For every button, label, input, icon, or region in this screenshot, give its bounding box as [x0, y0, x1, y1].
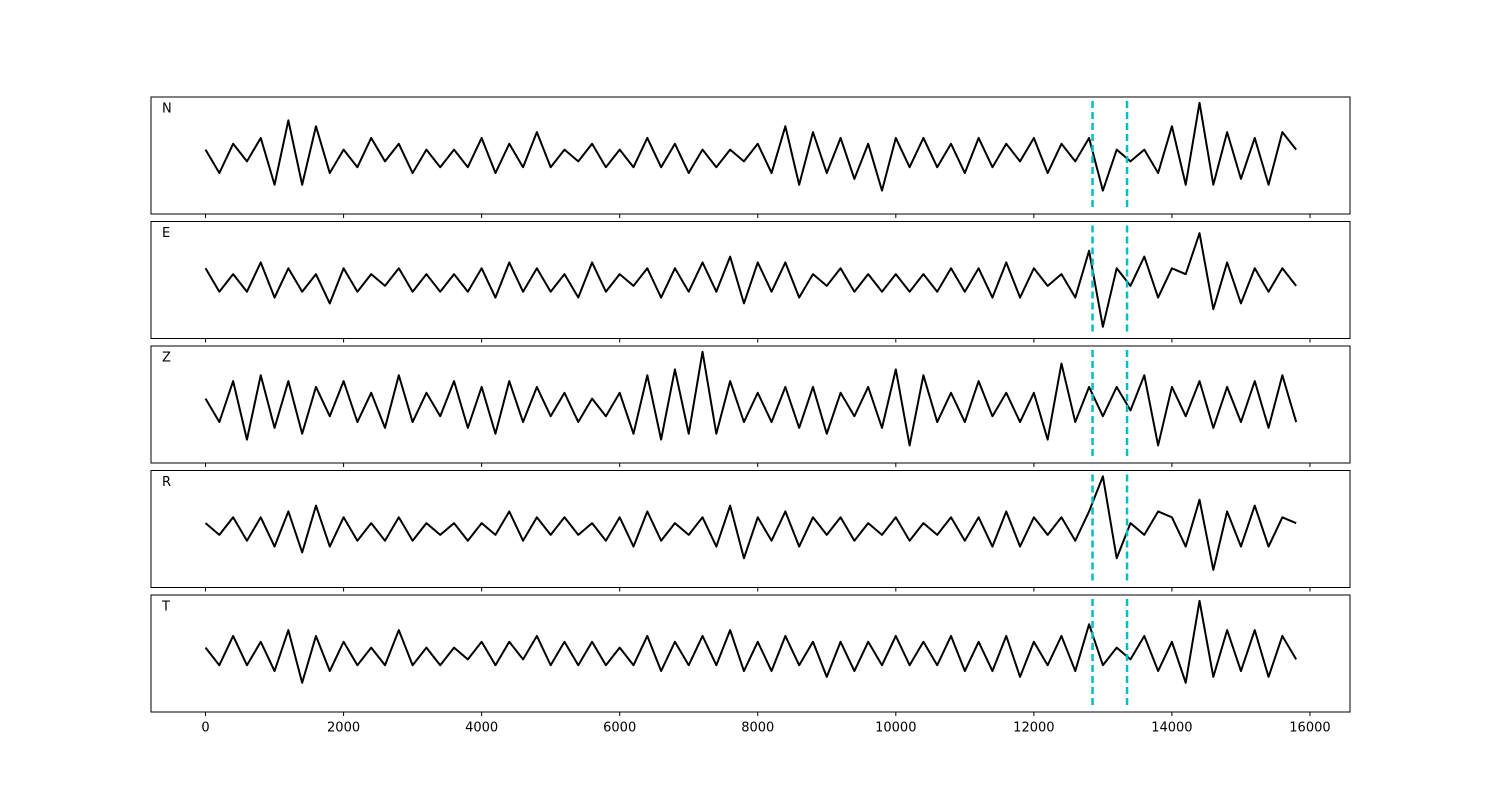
panel-frame — [150, 96, 1351, 215]
x-tick-label: 2000 — [327, 721, 360, 736]
x-tick-label: 14000 — [1151, 721, 1192, 736]
x-tick-label: 4000 — [465, 721, 498, 736]
x-tick-label: 16000 — [1289, 721, 1330, 736]
x-tick-label: 0 — [201, 721, 209, 736]
waveform — [204, 599, 1298, 684]
x-tick-label: 8000 — [741, 721, 774, 736]
panel-frame — [150, 594, 1351, 713]
waveform — [204, 101, 1297, 192]
panel-label: R — [162, 475, 171, 490]
panel-label: T — [161, 600, 170, 615]
waveform — [204, 475, 1297, 571]
panel-label: E — [162, 226, 170, 241]
waveform — [204, 232, 1297, 328]
waveform — [204, 350, 1298, 447]
x-tick-label: 12000 — [1013, 721, 1054, 736]
panel-frame — [150, 470, 1351, 588]
panel-frame — [150, 345, 1351, 464]
panel-label: Z — [162, 351, 171, 366]
panel-label: N — [162, 102, 172, 117]
x-tick-label: 6000 — [603, 721, 636, 736]
x-tick-label: 10000 — [875, 721, 916, 736]
panel-frame — [150, 221, 1351, 339]
